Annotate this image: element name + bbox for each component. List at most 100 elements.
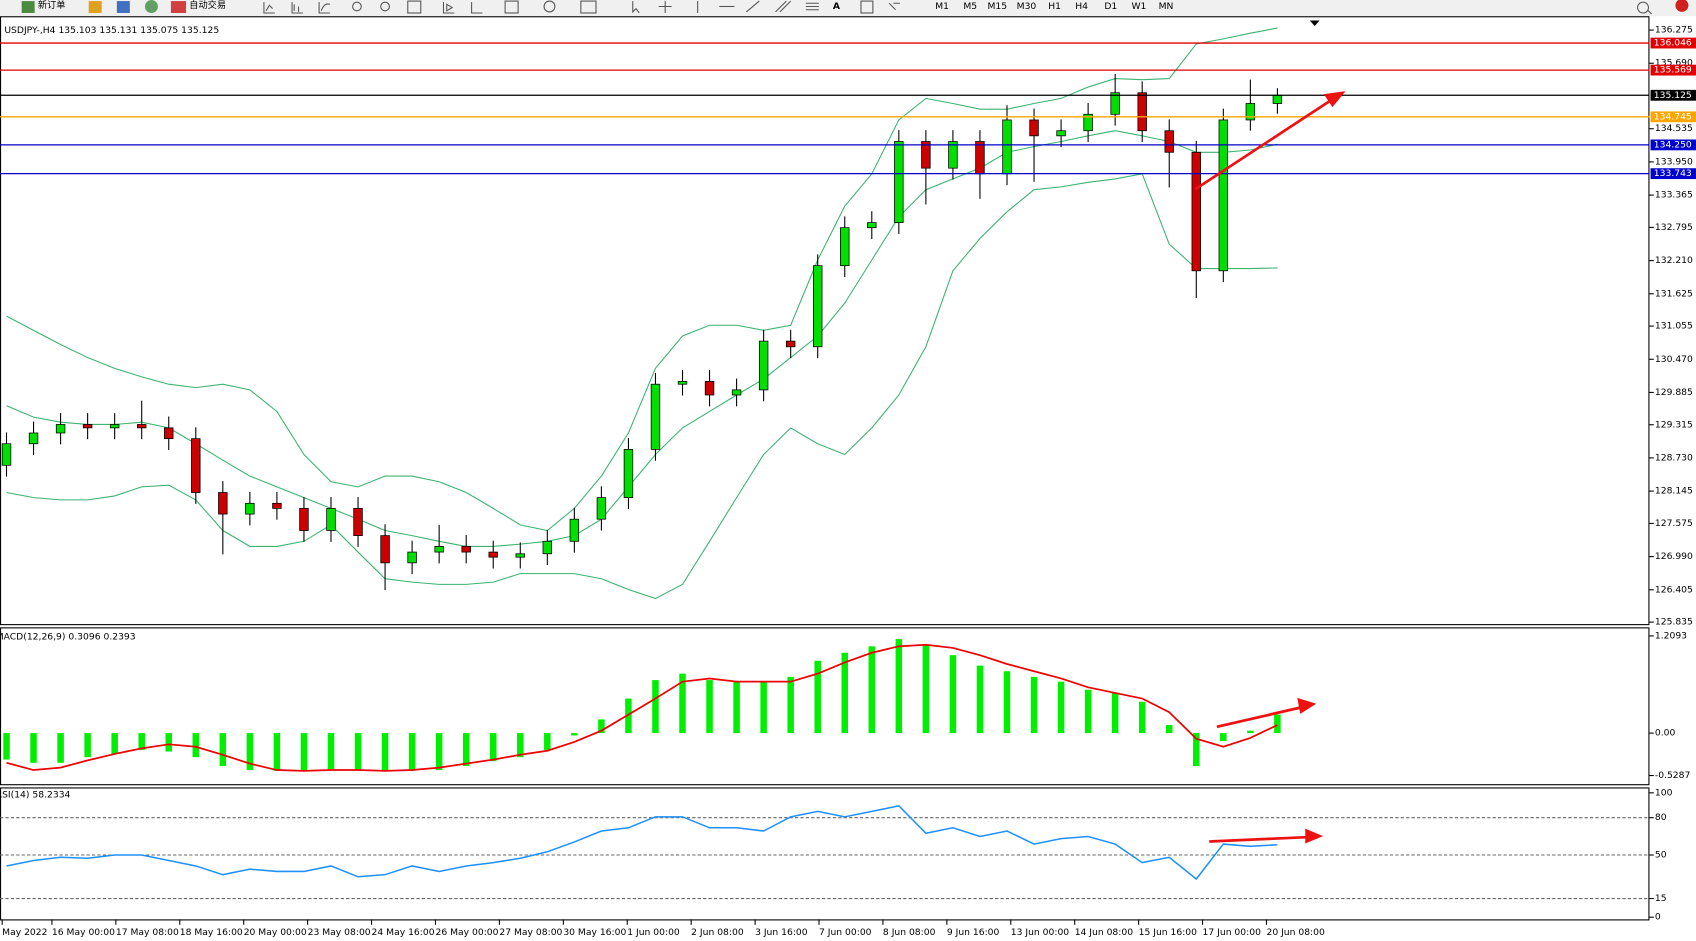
zoom-out-icon[interactable] [380, 1, 390, 12]
candle-body [407, 551, 417, 564]
y-tick-label: 130.470 [1655, 354, 1693, 365]
tool-icon[interactable] [263, 2, 275, 14]
cursor-icon[interactable] [632, 1, 640, 14]
candle-body [813, 265, 823, 348]
x-tick-label: 17 Jun 00:00 [1203, 927, 1262, 938]
macd-bar [1220, 733, 1227, 742]
timeframe-button[interactable]: MN [1159, 1, 1174, 12]
trendline-icon[interactable] [745, 0, 760, 13]
macd-bar [192, 733, 200, 758]
arrow-icon[interactable] [888, 2, 900, 11]
candle-body [840, 227, 850, 267]
channel-icon[interactable] [775, 0, 792, 13]
price-level-label: 136.046 [1654, 38, 1692, 49]
macd-bar [1057, 681, 1065, 734]
arrow-head [1297, 697, 1317, 714]
tool-icon[interactable] [442, 2, 455, 14]
candle-body [867, 222, 877, 229]
candle-body [461, 546, 471, 553]
candle-body [758, 340, 769, 391]
candle-body [326, 508, 336, 531]
macd-bar [625, 698, 632, 734]
tool-icon[interactable] [318, 2, 331, 14]
price-level-tag [1650, 64, 1696, 76]
toolbar-icon[interactable] [116, 1, 130, 13]
timeframe-button[interactable]: M5 [963, 1, 977, 12]
macd-bar [1030, 676, 1038, 734]
macd-bar [138, 733, 145, 750]
macd-bar [814, 660, 821, 734]
timeframe-button[interactable]: H1 [1048, 1, 1061, 12]
chart-layer: 136.275 135.690 134.535 133.950 133.365 132.7… [0, 25, 1696, 938]
y-tick-label: 80 [1655, 812, 1667, 823]
candle-body [380, 535, 390, 564]
macd-bar [327, 733, 335, 770]
candle-body [1272, 94, 1283, 104]
bollinger-lower [6, 173, 1278, 600]
macd-bar [408, 733, 416, 771]
new-order-button[interactable]: 新订单 [38, 0, 66, 11]
timeframe-button[interactable]: M1 [935, 1, 949, 12]
y-tick-label: 128.145 [1655, 486, 1693, 497]
y-tick-label: 129.315 [1655, 419, 1693, 430]
macd-signal [6, 643, 1278, 772]
candle-body [1191, 151, 1201, 272]
macd-bar [517, 733, 524, 758]
crosshair-icon[interactable] [658, 1, 672, 13]
macd-bar [679, 673, 686, 734]
macd-bar [489, 733, 497, 762]
fibo-icon[interactable] [805, 2, 819, 11]
candle-body [677, 380, 688, 385]
candle-body [137, 424, 147, 429]
timeframe-button[interactable]: D1 [1104, 1, 1117, 12]
trend-arrow [1216, 706, 1302, 729]
macd-bar [246, 733, 254, 771]
candle-body [569, 518, 580, 542]
macd-bar [1247, 730, 1254, 734]
macd-bar [1003, 671, 1011, 734]
candle-body [704, 380, 715, 396]
macd-bar [273, 733, 281, 771]
macd-bar [381, 733, 389, 771]
tool-icon[interactable] [291, 2, 303, 14]
x-tick-label: May 2022 [2, 927, 47, 938]
text-label-icon[interactable] [860, 0, 874, 14]
y-tick-label: 132.795 [1655, 222, 1693, 233]
toolbar-icon[interactable] [88, 1, 102, 13]
y-tick-label: 128.730 [1655, 452, 1693, 463]
trend-arrow [1209, 835, 1307, 843]
timeframe-button[interactable]: M15 [987, 1, 1007, 12]
toolbar-icon[interactable] [144, 0, 158, 13]
text-tool-label[interactable]: A [833, 1, 841, 12]
x-tick-label: 2 Jun 08:00 [691, 927, 744, 938]
y-tick-label: 100 [1655, 787, 1673, 798]
auto-trading-icon[interactable] [170, 1, 187, 13]
indicator-icon[interactable] [504, 0, 519, 14]
y-tick-label: 131.055 [1655, 321, 1693, 332]
tile-icon[interactable] [407, 0, 422, 14]
period-icon[interactable] [543, 0, 556, 13]
price-pane [0, 16, 1650, 626]
new-order-icon[interactable] [21, 1, 35, 13]
auto-trading-button[interactable]: 自动交易 [189, 0, 226, 11]
macd-bar [1193, 733, 1200, 767]
macd-bar [949, 655, 957, 734]
timeframe-button[interactable]: M30 [1017, 1, 1037, 12]
zoom-in-icon[interactable] [352, 1, 362, 12]
tool-icon[interactable] [471, 2, 483, 14]
toolbar-icons [263, 0, 1653, 15]
macd-bar [1111, 692, 1119, 734]
template-icon[interactable] [580, 0, 597, 14]
macd-bar [1274, 714, 1281, 734]
macd-bar [598, 719, 605, 734]
candle-body [434, 546, 444, 553]
timeframe-button[interactable]: H4 [1075, 1, 1088, 12]
alert-icon[interactable] [1675, 0, 1689, 12]
price-level-tag [1650, 168, 1696, 180]
y-tick-label: 131.625 [1655, 288, 1693, 299]
price-level-tag [1650, 89, 1696, 101]
search-icon[interactable] [1637, 1, 1653, 15]
macd-bar [922, 644, 930, 734]
macd-bar [300, 733, 308, 771]
timeframe-button[interactable]: W1 [1131, 1, 1146, 12]
